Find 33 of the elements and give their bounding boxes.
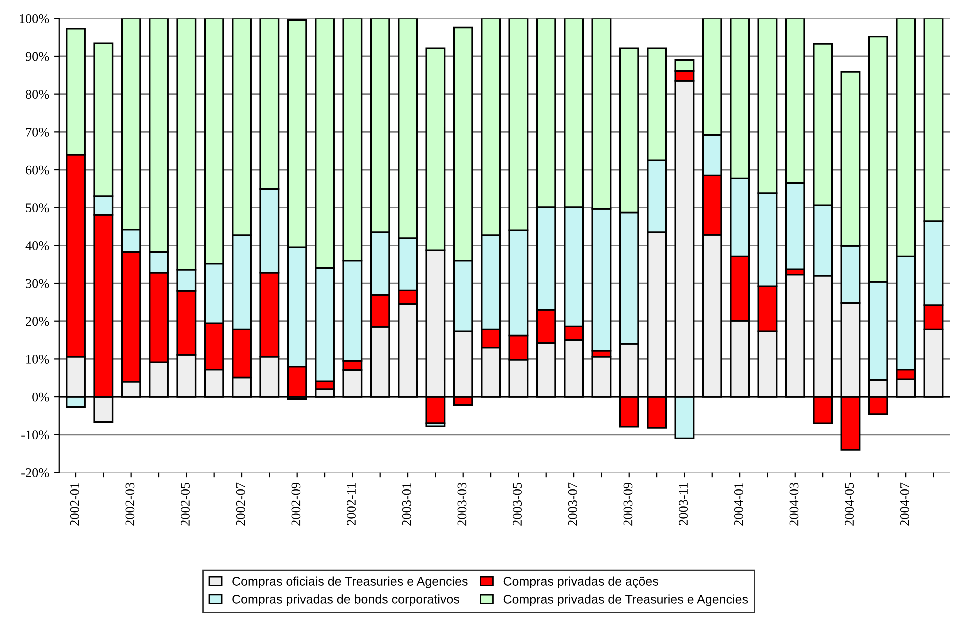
- x-tick-label: 2003-07: [568, 482, 578, 526]
- y-tick-label: 30%: [26, 279, 50, 288]
- y-tick-label: -10%: [22, 430, 50, 440]
- legend-label: Compras privadas de ações: [504, 576, 658, 588]
- x-tick-label: 2002-11: [347, 483, 356, 526]
- y-tick-label: 0%: [32, 392, 50, 402]
- y-tick-label: 40%: [26, 241, 50, 250]
- x-tick-label: 2003-05: [513, 482, 522, 526]
- x-tick-label: 2003-01: [402, 483, 412, 526]
- x-tick-label: 2002-03: [126, 482, 135, 526]
- y-tick-label: 10%: [26, 355, 50, 364]
- x-tick-label: 2003-11: [679, 483, 688, 526]
- legend-label: Compras privadas de bonds corporativos: [232, 594, 460, 606]
- y-tick-label: 70%: [26, 128, 50, 137]
- x-tick-label: 2002-05: [181, 482, 190, 526]
- x-tick-label: 2003-09: [624, 482, 633, 526]
- y-tick-label: 100%: [20, 14, 50, 24]
- y-tick-label: 80%: [26, 90, 50, 100]
- x-tick-label: 2004-03: [790, 482, 799, 526]
- y-tick-label: -20%: [22, 468, 50, 478]
- y-tick-label: 90%: [26, 52, 50, 62]
- y-tick-label: 20%: [26, 317, 50, 326]
- y-tick-label: 60%: [26, 166, 50, 175]
- x-tick-label: 2003-03: [458, 482, 467, 526]
- x-tick-label: 2004-07: [900, 482, 910, 526]
- x-tick-label: 2002-07: [236, 482, 246, 526]
- y-tick-label: 50%: [26, 204, 50, 213]
- x-tick-label: 2004-05: [845, 482, 854, 526]
- x-tick-label: 2002-01: [70, 483, 80, 526]
- x-tick-label: 2004-01: [734, 483, 744, 526]
- legend-label: Compras privadas de Treasuries e Agencies: [504, 594, 748, 606]
- x-tick-label: 2002-09: [292, 482, 301, 526]
- legend-label: Compras oficiais de Treasuries e Agencies: [232, 576, 468, 588]
